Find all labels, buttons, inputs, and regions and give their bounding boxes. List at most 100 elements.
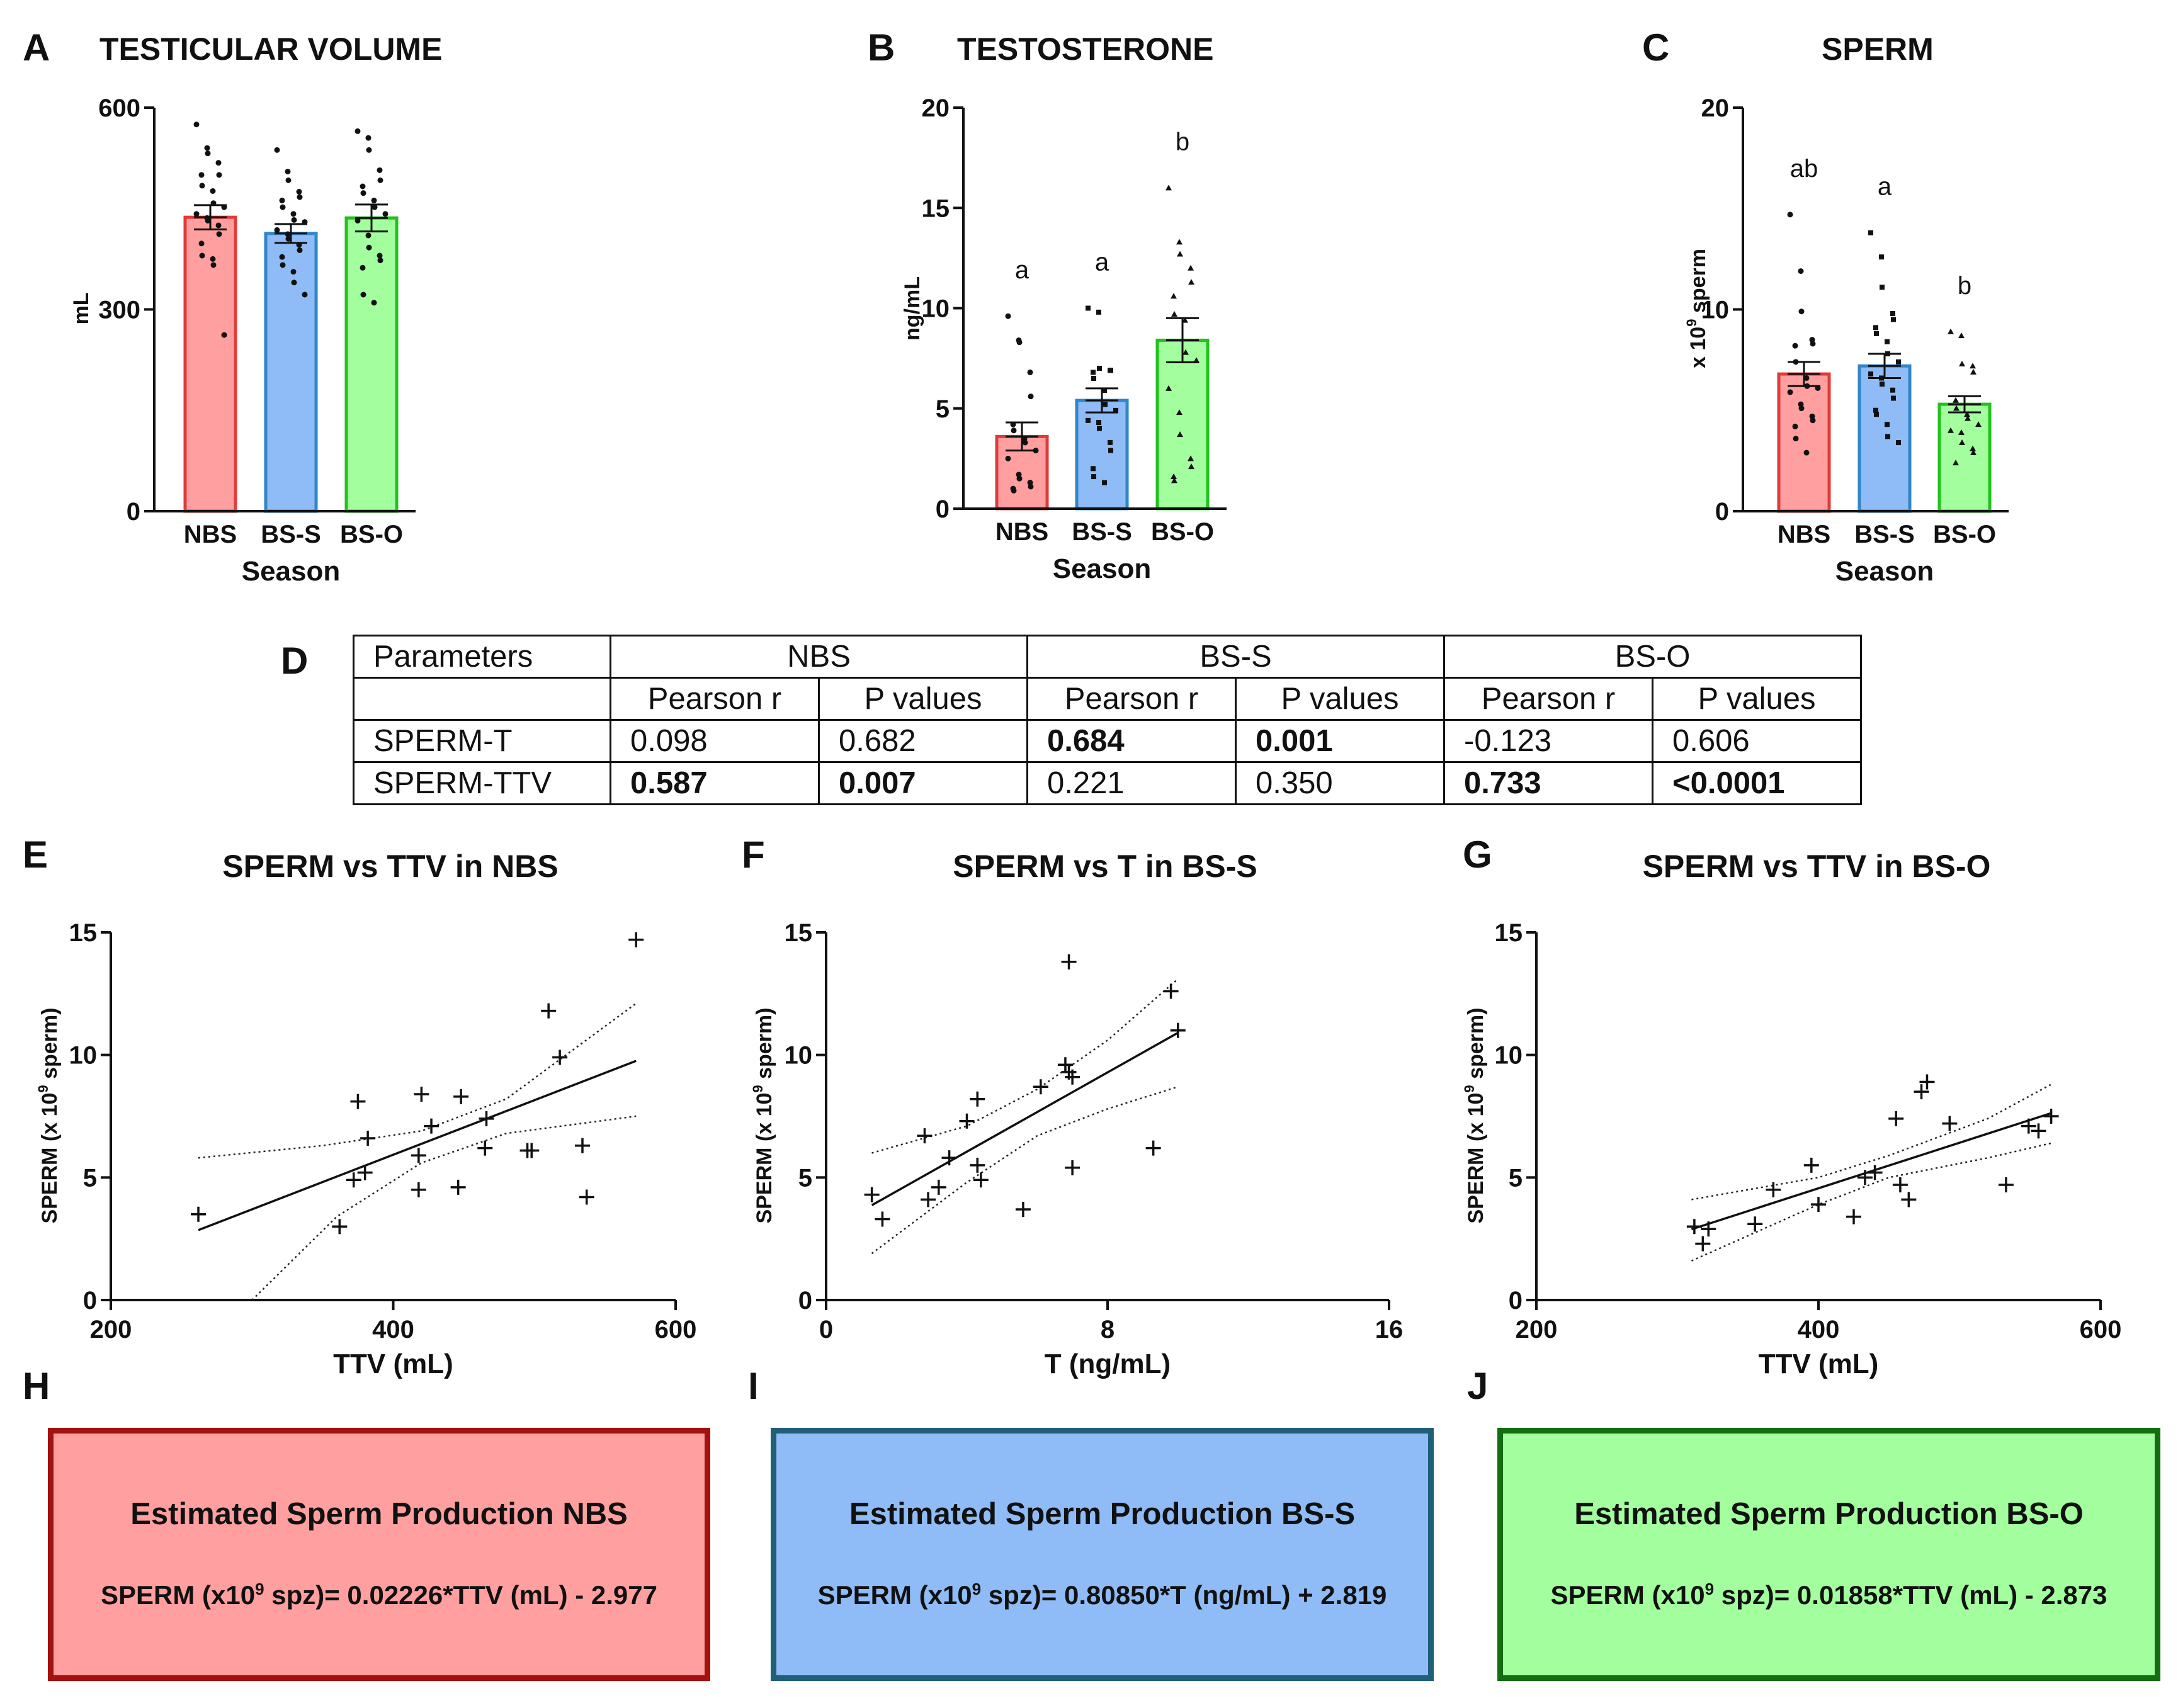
bar-nbs: [183, 215, 237, 513]
subheader-nbs-p: P values: [817, 677, 1029, 721]
y-axis-label: ng/mL: [900, 276, 924, 341]
y-tick-label: 5: [83, 1164, 97, 1192]
data-point: [453, 1089, 469, 1104]
subheader-empty: [353, 677, 611, 721]
data-point: [411, 1148, 426, 1163]
y-tick-label: 20: [922, 94, 950, 122]
correlation-table: Parameters NBS BS-S BS-O Pearson r P val…: [353, 635, 1863, 805]
y-axis-label: SPERM (x 109 sperm): [1461, 1008, 1488, 1224]
data-point: [1953, 405, 1960, 411]
data-point: [1027, 369, 1033, 375]
data-point: [1016, 339, 1023, 346]
table-subheader-row: Pearson r P values Pearson r P values Pe…: [353, 677, 1863, 721]
data-point: [204, 145, 210, 151]
data-point: [1815, 385, 1821, 391]
data-point: [1970, 363, 1976, 369]
data-point: [1010, 421, 1016, 427]
x-tick-label: 400: [1798, 1316, 1840, 1343]
data-point: [875, 1211, 890, 1227]
data-point: [1766, 1182, 1781, 1197]
data-point: [2043, 1109, 2059, 1124]
panel-title-f: SPERM vs T in BS-S: [953, 849, 1257, 884]
data-point: [1964, 411, 1970, 417]
data-point: [1846, 1209, 1861, 1224]
data-point: [297, 194, 303, 200]
table-row: SPERM-T 0.098 0.682 0.684 0.001 -0.123 0…: [353, 719, 1863, 763]
header-parameters: Parameters: [353, 635, 611, 679]
data-point: [579, 1189, 594, 1205]
data-point: [1091, 466, 1096, 472]
data-point: [1901, 1192, 1917, 1207]
data-point: [1177, 431, 1183, 438]
data-point: [1171, 473, 1177, 480]
data-point: [357, 1165, 373, 1180]
panel-label-d: D: [281, 640, 308, 682]
data-point: [1793, 359, 1799, 365]
data-point: [1065, 1069, 1080, 1085]
data-point: [1942, 1116, 1958, 1131]
data-point: [1787, 212, 1793, 218]
header-bs-o: BS-O: [1443, 635, 1863, 679]
data-point: [1102, 480, 1107, 485]
data-point: [297, 247, 303, 253]
data-point: [1163, 983, 1179, 999]
bar-bs-o: [1155, 338, 1210, 511]
x-tick-label: NBS: [184, 521, 237, 548]
panel-title-e: SPERM vs TTV in NBS: [222, 849, 558, 884]
data-point: [1953, 397, 1959, 403]
data-point: [1879, 375, 1884, 381]
data-point: [917, 1128, 933, 1144]
data-point: [354, 128, 361, 134]
subheader-bso-pearson: Pearson r: [1443, 677, 1654, 721]
data-point: [377, 177, 383, 183]
data-point: [1868, 371, 1873, 377]
y-tick-label: 0: [936, 495, 950, 523]
y-tick-label: 20: [1701, 94, 1730, 122]
bar-chart-b: a NBS a BS-S b BS-O 0 5 10 15 20 ng/mL Season: [900, 94, 1227, 584]
data-point: [1885, 422, 1890, 427]
data-point: [221, 204, 227, 210]
y-axis-label: SPERM (x 109 sperm): [750, 1008, 776, 1224]
data-point: [1958, 429, 1965, 436]
data-point: [365, 135, 372, 141]
equation-title: Estimated Sperm Production BS-S: [849, 1497, 1356, 1531]
significance-letter: a: [1878, 173, 1892, 201]
data-point: [1970, 368, 1977, 375]
data-point: [1188, 264, 1194, 271]
y-tick-label: 15: [1495, 919, 1523, 947]
header-bs-s: BS-S: [1026, 635, 1446, 679]
subheader-bso-p: P values: [1652, 677, 1863, 721]
data-point: [377, 167, 383, 173]
data-point: [302, 291, 308, 298]
subheader-nbs-pearson: Pearson r: [610, 677, 820, 721]
data-point: [377, 252, 383, 259]
data-point: [350, 1094, 366, 1109]
data-point: [1880, 285, 1885, 290]
data-point: [354, 217, 361, 223]
confidence-band-upper: [871, 978, 1179, 1154]
table-cell: 0.007: [817, 761, 1029, 805]
data-point: [285, 235, 292, 242]
data-point: [296, 242, 302, 248]
data-point: [199, 183, 205, 189]
x-tick-label: 0: [819, 1316, 833, 1343]
data-point: [1170, 1022, 1186, 1038]
data-point: [1914, 1084, 1929, 1100]
data-point: [1891, 395, 1896, 401]
data-point: [1108, 448, 1113, 453]
y-axis-label: SPERM (x 109 sperm): [35, 1008, 62, 1224]
panel-title-g: SPERM vs TTV in BS-O: [1643, 849, 1991, 884]
data-point: [1695, 1236, 1711, 1252]
data-point: [280, 204, 286, 210]
y-tick-label: 15: [69, 919, 98, 947]
data-point: [1061, 954, 1077, 970]
confidence-band-lower: [251, 1115, 637, 1301]
data-point: [1792, 423, 1798, 429]
data-point: [279, 254, 285, 260]
panel-title-c: SPERM: [1822, 31, 1934, 67]
data-point: [210, 188, 216, 194]
data-point: [1171, 293, 1177, 299]
data-point: [365, 232, 372, 239]
scatter-chart-f: 0 5 10 15 0 8 16 T (ng/mL) SPERM (x 109 sperm): [750, 919, 1403, 1379]
data-point: [1188, 463, 1194, 470]
